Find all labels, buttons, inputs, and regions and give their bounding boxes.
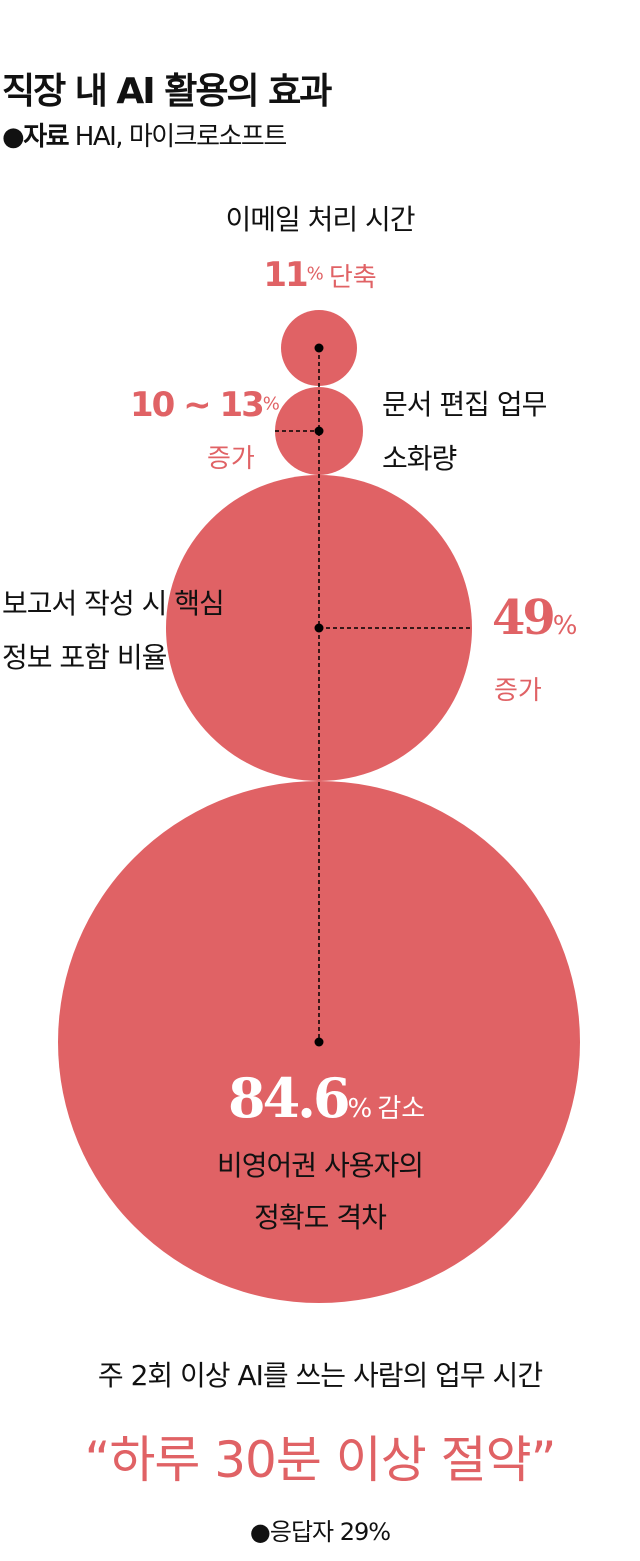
source-text: HAI, 마이크로소프트 <box>74 122 287 152</box>
report-label-1: 보고서 작성 시 핵심 <box>2 587 225 620</box>
document-label-2: 소화량 <box>382 442 457 475</box>
dot-email <box>314 343 324 353</box>
dot-accuracy <box>314 1037 324 1047</box>
unit: % <box>347 1094 373 1124</box>
page-title: 직장 내 AI 활용의 효과 <box>2 71 332 112</box>
unit: % <box>306 263 324 285</box>
accuracy-label-1: 비영어권 사용자의 <box>217 1149 424 1182</box>
email-value: 11% 단축 <box>0 255 640 295</box>
value: 11 <box>263 255 308 295</box>
value: 10 ~ 13 <box>130 385 265 425</box>
unit: % <box>262 393 280 415</box>
bullet-icon: ● <box>2 122 25 152</box>
document-label-1: 문서 편집 업무 <box>382 388 547 421</box>
source-line: ●자료 HAI, 마이크로소프트 <box>2 116 287 153</box>
report-label-2: 정보 포함 비율 <box>2 641 167 674</box>
document-value: 10 ~ 13% <box>130 385 280 425</box>
source-label: 자료 <box>23 122 69 152</box>
value: 84.6 <box>228 1066 351 1130</box>
footer-headline: “하루 30분 이상 절약” <box>84 1431 556 1489</box>
accuracy-value: 84.6% 감소 <box>228 1066 425 1130</box>
unit: % <box>552 611 578 641</box>
change: 감소 <box>377 1094 426 1124</box>
dot-document <box>314 426 324 436</box>
report-change: 증가 <box>494 676 542 706</box>
dot-report <box>314 623 324 633</box>
report-value: 49% <box>492 590 578 646</box>
accuracy-label-2: 정확도 격차 <box>254 1201 387 1234</box>
change: 단축 <box>328 263 377 293</box>
footer-subtitle: 주 2회 이상 AI를 쓰는 사람의 업무 시간 <box>97 1359 543 1392</box>
footer-note: ●응답자 29% <box>249 1518 391 1546</box>
document-change: 증가 <box>207 444 255 474</box>
value: 49 <box>492 590 556 646</box>
email-label: 이메일 처리 시간 <box>225 203 415 236</box>
